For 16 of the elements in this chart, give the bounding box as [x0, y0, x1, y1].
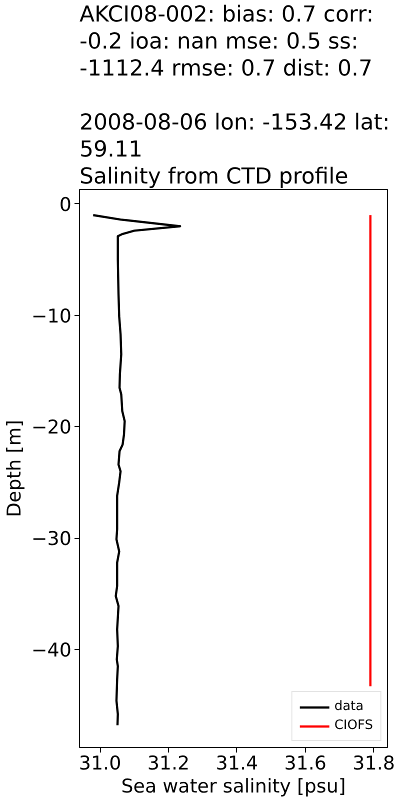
x-tick-label: 31.6	[284, 752, 327, 774]
y-tick-label: −10	[31, 305, 72, 328]
x-tick-label: 31.2	[147, 752, 190, 774]
y-tick-label: −30	[31, 528, 72, 550]
x-axis-title: Sea water salinity [psu]	[121, 776, 346, 798]
x-tick-label: 31.4	[216, 752, 258, 774]
legend-label: CIOFS	[334, 718, 373, 733]
x-tick-label: 31.0	[78, 752, 122, 774]
y-tick-label: −40	[31, 639, 72, 662]
line-series	[92, 214, 182, 726]
y-tick-label: −20	[31, 416, 72, 439]
y-axis-title: Depth [m]	[3, 420, 26, 518]
x-tick-label: 31.8	[352, 752, 395, 774]
legend-label: data	[334, 699, 364, 714]
y-tick-label: 0	[59, 194, 72, 216]
chart-title: AKCI08-002: bias: 0.7 corr: -0.2 ioa: nan mse: 0.5 ss: -1112.4 rmse: 0.7 dist: 0.7 2008-08-06 lon: -153.42 lat: 59.11 Salinity from CTD profile	[80, 2, 390, 190]
